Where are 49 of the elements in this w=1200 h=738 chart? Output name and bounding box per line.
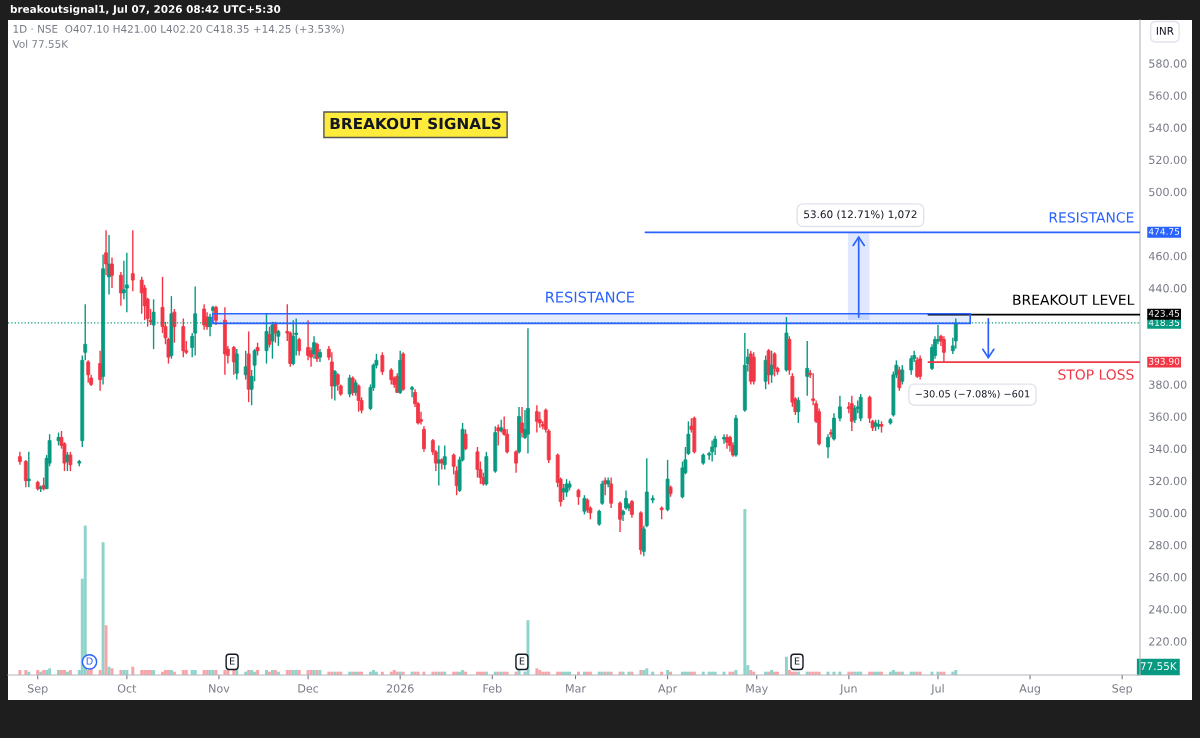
y-tick-label: 393.90 <box>1149 357 1180 365</box>
text: 77.55K <box>1140 662 1177 671</box>
annotation: 53.60 (12.71%) 1,072 <box>804 210 917 220</box>
x-tick-label: 2026 <box>386 684 414 693</box>
band-label: RESISTANCE <box>546 291 635 303</box>
y-tick-label: 340.00 <box>1149 444 1187 454</box>
x-tick-label: May <box>746 684 768 695</box>
x-tick-label: Jul <box>930 684 944 695</box>
y-tick-label: 520.00 <box>1149 155 1187 165</box>
y-tick-label: 440.00 <box>1148 284 1187 293</box>
y-tick-label: 260.00 <box>1149 573 1187 582</box>
y-tick-label: 280.00 <box>1149 540 1187 550</box>
x-tick-label: Nov <box>209 684 230 693</box>
ref-line-label: RESISTANCE <box>1049 212 1134 223</box>
y-tick-label: 460.00 <box>1148 251 1187 261</box>
ref-line-label: STOP LOSS <box>1058 369 1134 380</box>
x-tick-label: Sep <box>27 684 48 695</box>
y-tick-label: 220.00 <box>1149 637 1187 646</box>
text: BREAKOUT SIGNALS <box>330 117 501 130</box>
x-tick-label: Apr <box>658 684 678 695</box>
y-tick-label: 418.35 <box>1148 319 1180 326</box>
annotation: E <box>230 657 235 665</box>
y-tick-label: 240.00 <box>1149 605 1187 614</box>
x-tick-label: Jun <box>839 684 857 695</box>
x-tick-label: Mar <box>566 684 586 693</box>
y-tick-label: 540.00 <box>1149 123 1187 132</box>
x-tick-label: Aug <box>1019 684 1040 695</box>
annotation: E <box>794 657 800 665</box>
text: INR <box>1156 27 1174 35</box>
x-tick-label: Feb <box>483 684 502 693</box>
x-tick-label: Sep <box>1112 684 1133 695</box>
ref-line-label: BREAKOUT LEVEL <box>1013 294 1135 306</box>
annotation: E <box>519 657 525 665</box>
y-tick-label: 300.00 <box>1149 508 1187 518</box>
annotation: Vol 77.55K <box>12 39 69 48</box>
y-tick-label: 380.00 <box>1149 380 1187 389</box>
y-tick-label: 360.00 <box>1149 412 1187 421</box>
annotation: D <box>86 657 93 665</box>
chart-subtitle: 1D · NSE O407.10 H421.00 L402.20 C418.35 +14.25 (+3.53%) <box>13 24 344 35</box>
text: breakoutsignal1, Jul 07, 2026 08:42 UTC+5:30 <box>10 4 281 16</box>
x-tick-label: Oct <box>117 684 137 693</box>
y-tick-label: 560.00 <box>1149 91 1187 100</box>
y-tick-label: 500.00 <box>1149 187 1187 197</box>
y-tick-label: 423.45 <box>1148 309 1180 317</box>
x-tick-label: Dec <box>298 684 319 693</box>
annotation: −30.05 (−7.08%) −601 <box>915 389 1030 399</box>
y-tick-label: 474.75 <box>1148 228 1180 235</box>
y-tick-label: 580.00 <box>1149 59 1187 68</box>
y-tick-label: 320.00 <box>1149 476 1187 486</box>
